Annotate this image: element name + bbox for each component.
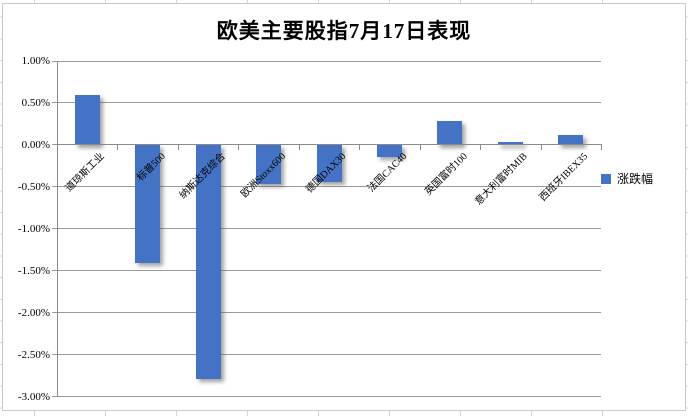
x-axis-tick xyxy=(480,144,482,150)
legend-swatch-icon xyxy=(601,173,611,184)
bar[interactable] xyxy=(195,145,221,379)
gridline xyxy=(52,228,601,230)
gridline xyxy=(52,186,601,188)
legend[interactable]: 涨跌幅 xyxy=(601,170,653,187)
gridline xyxy=(52,270,601,272)
bar[interactable] xyxy=(376,145,402,158)
sheet-gridlines-left xyxy=(0,0,2,416)
bar[interactable] xyxy=(74,95,100,145)
y-axis-label: -2.00% xyxy=(17,306,50,319)
x-axis-tick xyxy=(359,144,361,150)
gridline xyxy=(52,312,601,314)
bar[interactable] xyxy=(135,145,161,263)
bar[interactable] xyxy=(437,121,463,145)
gridline xyxy=(52,102,601,104)
chart-area[interactable]: 欧美主要股指7月17日表现 涨跌幅 1.00% 0.50% 0.00% -0.50% -… xyxy=(2,3,686,411)
y-axis-label: -0.50% xyxy=(17,180,50,193)
x-axis-tick xyxy=(177,144,179,150)
y-axis-label: 1.00% xyxy=(21,55,50,67)
category-label: 法国CAC40 xyxy=(365,150,410,195)
x-axis-tick xyxy=(57,144,58,150)
y-axis-label: -3.00% xyxy=(17,390,50,403)
y-axis-label: -2.50% xyxy=(17,348,50,361)
y-axis-label: 0.50% xyxy=(21,96,50,109)
bar[interactable] xyxy=(316,145,342,183)
sheet-gridlines-right xyxy=(685,0,688,416)
gridline xyxy=(52,60,601,62)
x-axis-tick xyxy=(117,144,119,150)
category-label: 英国富时100 xyxy=(422,150,470,198)
gridline xyxy=(52,396,601,397)
y-axis-label: -1.50% xyxy=(17,264,50,277)
legend-label: 涨跌幅 xyxy=(617,172,654,186)
x-axis-tick xyxy=(601,144,602,150)
category-label: 西班牙IBEX35 xyxy=(537,150,591,204)
sheet-gridlines-bottom xyxy=(0,411,688,416)
x-axis-line xyxy=(57,144,602,146)
chart-title: 欧美主要股指7月17日表现 xyxy=(216,19,472,43)
y-axis-label: -1.00% xyxy=(17,222,50,235)
gridline xyxy=(52,354,601,356)
bar[interactable] xyxy=(497,141,523,145)
sheet-gridlines-top xyxy=(0,0,688,3)
category-label: 意大利富时MIB xyxy=(473,150,531,208)
category-label: 道琼斯工业 xyxy=(63,150,108,195)
bar[interactable] xyxy=(256,145,282,184)
y-axis-label: 0.00% xyxy=(21,138,50,151)
x-axis-tick xyxy=(238,144,240,150)
y-axis-line xyxy=(57,61,58,397)
bar[interactable] xyxy=(558,134,584,145)
x-axis-tick xyxy=(419,144,421,150)
x-axis-tick xyxy=(540,144,542,150)
x-axis-tick xyxy=(298,144,300,150)
